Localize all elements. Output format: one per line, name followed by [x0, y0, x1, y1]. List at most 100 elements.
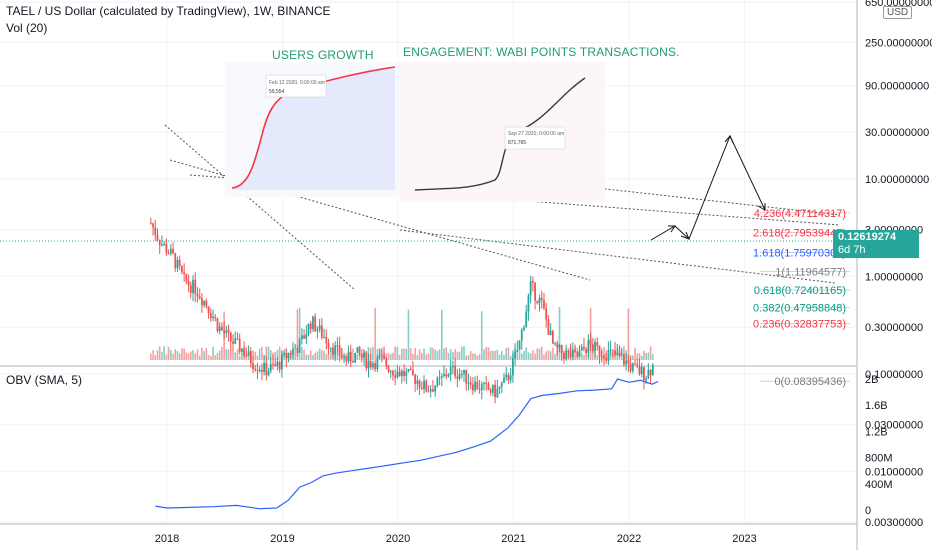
volume-bar [494, 350, 496, 360]
volume-bar [476, 355, 479, 360]
price-candle [305, 334, 308, 339]
price-axis-labels: 650.00000000 250.00000000 90.00000000 30.00… [865, 0, 932, 529]
volume-bar [327, 355, 330, 360]
volume-bar [163, 346, 165, 360]
volume-bar [554, 353, 556, 360]
obv-legend[interactable]: OBV (SMA, 5) [6, 373, 83, 387]
price-candle [369, 360, 372, 368]
volume-bar [585, 355, 587, 360]
price-candle [440, 375, 443, 378]
volume-bar [438, 349, 441, 360]
price-candle [618, 352, 621, 356]
volume-bar [221, 347, 223, 360]
volume-bar [465, 355, 468, 360]
price-candle [269, 363, 272, 371]
volume-bar [534, 353, 536, 360]
price-candle [434, 386, 437, 392]
price-candle [389, 370, 392, 372]
volume-bar [307, 354, 310, 360]
obv-tick-label: 1.2B [865, 426, 888, 438]
price-candle [272, 363, 274, 365]
last-price-value: 0.12619274 [838, 231, 897, 243]
volume-bar [545, 351, 547, 360]
price-candle [571, 349, 574, 357]
price-candle [543, 300, 545, 309]
time-tick-label: 2019 [270, 533, 294, 545]
volume-bar [478, 354, 481, 360]
volume-bar [203, 351, 205, 360]
price-candle [456, 376, 459, 379]
price-candle [161, 244, 163, 246]
volume-bar [467, 355, 470, 360]
volume-bar [547, 350, 550, 360]
volume-bar [503, 354, 505, 360]
currency-badge[interactable]: USD [883, 6, 913, 19]
price-candle [403, 370, 405, 377]
volume-bar [429, 347, 432, 360]
price-candle [643, 367, 645, 381]
price-candle [187, 281, 190, 286]
price-candle [569, 351, 572, 357]
volume-bar [212, 346, 214, 360]
price-tick-label: 0.10000000 [865, 369, 923, 381]
price-candle [345, 356, 348, 362]
price-candle [538, 297, 541, 304]
volume-bar [187, 353, 190, 360]
volume-bar [638, 353, 641, 360]
volume-bar [265, 346, 268, 360]
volume-bar [256, 355, 259, 360]
price-tick-label: 0.00300000 [865, 517, 923, 529]
volume-bar [540, 346, 543, 360]
price-candle [414, 374, 417, 384]
price-candle [396, 371, 399, 378]
price-candle [651, 364, 654, 376]
arrow-head-4 [757, 203, 766, 211]
price-tick-label: 0.01000000 [865, 466, 923, 478]
price-candle [283, 352, 285, 355]
price-candle [278, 361, 281, 370]
price-candle [201, 298, 203, 306]
price-candle [285, 352, 288, 359]
volume-bar [498, 354, 501, 360]
price-candle [509, 375, 512, 381]
price-candle [287, 353, 290, 359]
price-candle [243, 348, 246, 356]
price-candle [238, 338, 241, 352]
price-candle [400, 370, 403, 377]
price-candle [181, 266, 183, 273]
price-candle [229, 332, 232, 342]
volume-bar [398, 354, 401, 360]
price-candle [560, 344, 563, 353]
price-candle [249, 351, 252, 364]
volume-bar [225, 348, 228, 360]
price-candle [634, 363, 636, 365]
price-candle [189, 285, 192, 294]
chart-title[interactable]: TAEL / US Dollar (calculated by TradingV… [6, 4, 331, 18]
price-candle [531, 280, 534, 283]
price-candle [380, 355, 383, 357]
price-candle [234, 338, 237, 344]
volume-bar [409, 348, 412, 360]
price-candle [623, 354, 625, 365]
price-candle [554, 343, 556, 345]
volume-bar [536, 348, 539, 360]
volume-bar [527, 352, 530, 360]
last-price-badge: 0.12619274 6d 7h [833, 230, 919, 258]
time-tick-label: 2022 [617, 533, 641, 545]
price-candle [276, 361, 279, 366]
volume-bar [165, 354, 168, 360]
volume-bar [194, 353, 197, 360]
price-candle [429, 389, 432, 392]
volume-bar [198, 355, 201, 360]
price-candle [625, 360, 628, 365]
price-candle [225, 330, 228, 334]
volume-bar [405, 348, 408, 360]
price-candle [498, 386, 501, 389]
volume-bar [325, 353, 328, 360]
volume-legend[interactable]: Vol (20) [6, 21, 48, 35]
price-candle [467, 382, 470, 384]
price-candle [574, 349, 576, 352]
volume-bar [192, 350, 194, 360]
price-candle [491, 384, 494, 393]
volume-bar [492, 350, 494, 360]
